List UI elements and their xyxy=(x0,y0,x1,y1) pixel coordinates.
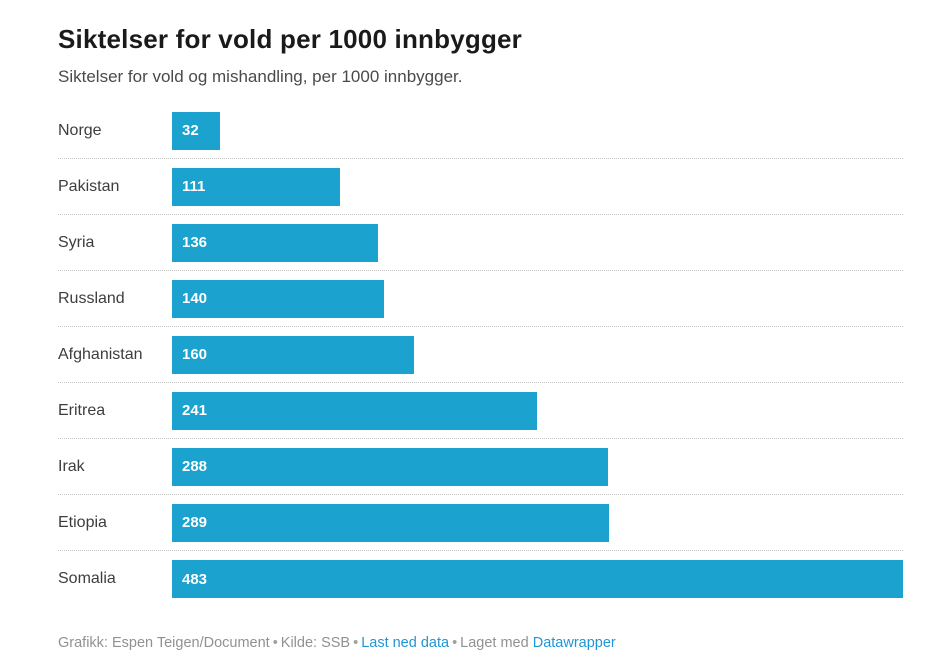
bar: 160 xyxy=(172,335,415,374)
footer-source: Kilde: SSB xyxy=(280,635,351,651)
bar: 289 xyxy=(172,503,610,542)
bar-track: 241 xyxy=(172,391,903,430)
bar-chart: Norge 32 Pakistan 111 Syria 136 Russland 140 Afg… xyxy=(58,103,903,607)
chart-row: Eritrea 241 xyxy=(58,383,903,439)
bar-value-label: 241 xyxy=(182,402,208,419)
bar: 483 xyxy=(172,560,903,598)
bar-value-label: 289 xyxy=(182,514,208,531)
bar-value-label: 32 xyxy=(182,122,199,139)
footer-bullet: • xyxy=(452,635,458,651)
bar: 111 xyxy=(172,167,340,206)
bar-value-label: 160 xyxy=(182,346,208,363)
category-label: Russland xyxy=(58,289,125,307)
footer-made-with: Laget med xyxy=(460,635,529,651)
bar-value-label: 140 xyxy=(182,290,208,307)
chart-title: Siktelser for vold per 1000 innbygger xyxy=(58,24,522,54)
download-data-link[interactable]: Last ned data xyxy=(361,635,450,651)
chart-row: Etiopia 289 xyxy=(58,495,903,551)
bar: 241 xyxy=(172,391,537,430)
chart-subtitle: Siktelser for vold og mishandling, per 1… xyxy=(58,67,463,86)
category-label: Pakistan xyxy=(58,177,120,195)
bar-track: 289 xyxy=(172,503,903,542)
chart-row: Syria 136 xyxy=(58,215,903,271)
datawrapper-link[interactable]: Datawrapper xyxy=(532,635,616,651)
category-label: Etiopia xyxy=(58,513,107,531)
footer-bullet: • xyxy=(353,635,359,651)
bar-track: 160 xyxy=(172,335,903,374)
footer-credit: Grafikk: Espen Teigen/Document xyxy=(58,635,270,651)
chart-row: Norge 32 xyxy=(58,103,903,159)
bar-track: 32 xyxy=(172,111,903,150)
bar: 140 xyxy=(172,279,384,318)
bar: 32 xyxy=(172,111,221,150)
bar-track: 136 xyxy=(172,223,903,262)
category-label: Norge xyxy=(58,121,102,139)
chart-footer: Grafikk: Espen Teigen/Document • Kilde: SS… xyxy=(58,634,903,652)
chart-row: Somalia 483 xyxy=(58,551,903,607)
bar-value-label: 136 xyxy=(182,234,208,251)
bar-track: 140 xyxy=(172,279,903,318)
bar: 288 xyxy=(172,447,608,486)
chart-row: Russland 140 xyxy=(58,271,903,327)
bar-track: 288 xyxy=(172,447,903,486)
bar: 136 xyxy=(172,223,378,262)
chart-row: Afghanistan 160 xyxy=(58,327,903,383)
chart-row: Pakistan 111 xyxy=(58,159,903,215)
bar-value-label: 288 xyxy=(182,458,208,475)
category-label: Irak xyxy=(58,457,85,475)
category-label: Eritrea xyxy=(58,401,106,419)
category-label: Syria xyxy=(58,233,95,251)
bar-track: 483 xyxy=(172,560,903,598)
bar-value-label: 483 xyxy=(182,570,208,588)
category-label: Afghanistan xyxy=(58,345,143,363)
footer-bullet: • xyxy=(272,635,278,651)
chart-row: Irak 288 xyxy=(58,439,903,495)
bar-value-label: 111 xyxy=(182,178,206,195)
category-label: Somalia xyxy=(58,570,116,587)
bar-track: 111 xyxy=(172,167,903,206)
